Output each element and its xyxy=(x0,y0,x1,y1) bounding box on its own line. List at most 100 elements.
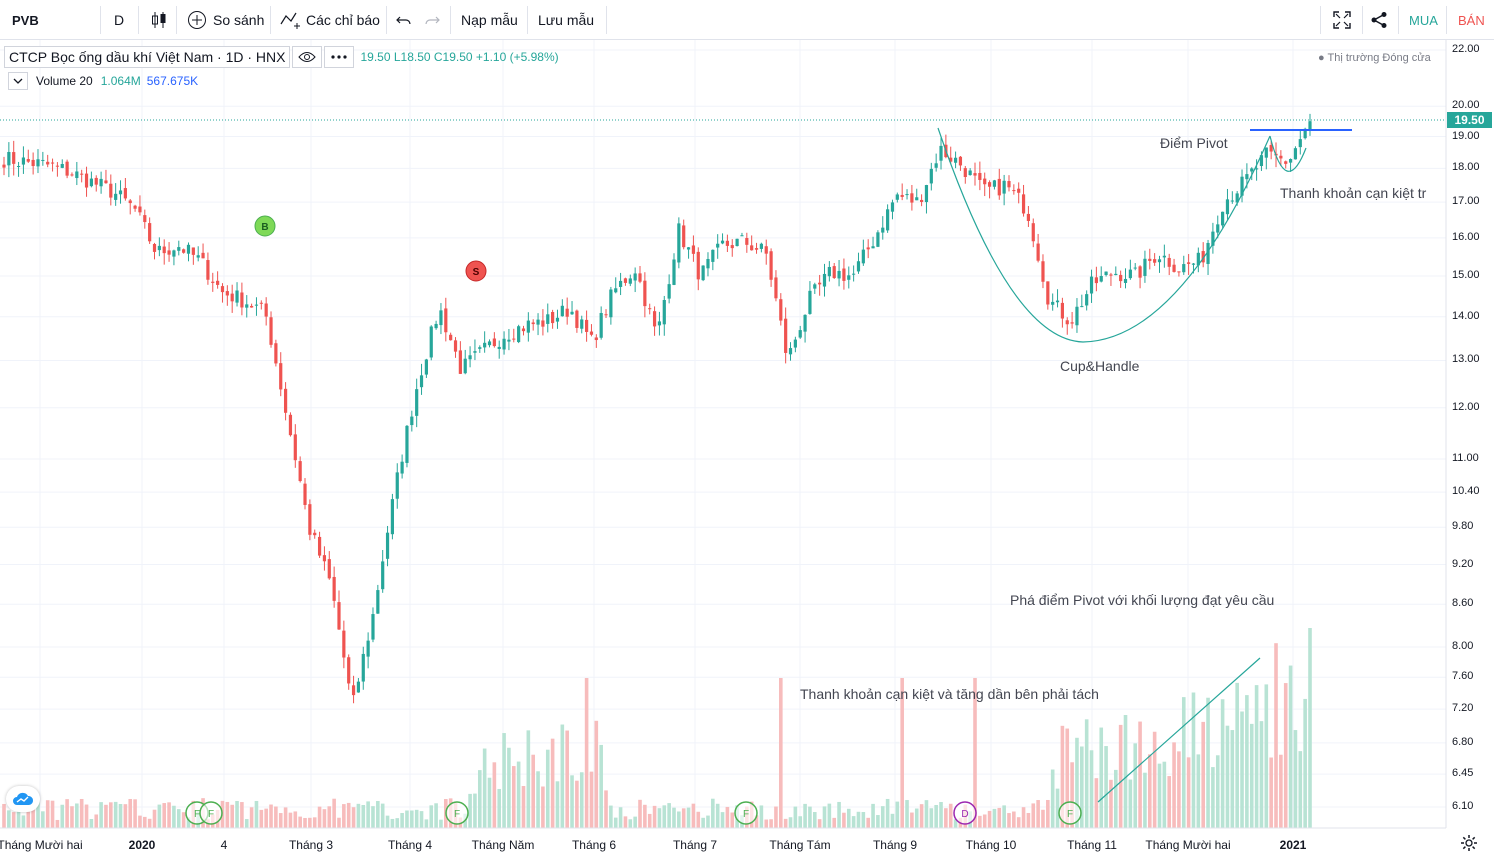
compare-button[interactable]: So sánh xyxy=(187,0,264,40)
volume-bar xyxy=(900,678,904,828)
candle-body xyxy=(983,178,987,185)
event-marker[interactable]: F xyxy=(445,801,469,825)
event-marker[interactable]: F xyxy=(734,801,758,825)
indicators-button[interactable]: Các chỉ báo xyxy=(280,0,380,40)
annotation-cup-handle[interactable]: Cup&Handle xyxy=(1060,358,1140,374)
price-tick-label: 6.80 xyxy=(1452,735,1474,748)
candle-body xyxy=(1235,193,1239,203)
event-marker[interactable]: F xyxy=(199,801,223,825)
volume-bar xyxy=(342,804,346,828)
legend-title-text: CTCP Bọc ống dầu khí Việt Nam · 1D · HNX xyxy=(9,49,286,65)
volume-bar xyxy=(1080,746,1084,828)
candle-body xyxy=(1051,301,1055,305)
undo-button[interactable] xyxy=(396,0,412,40)
chart-settings-button[interactable] xyxy=(1460,834,1478,856)
candle-body xyxy=(313,532,317,536)
candle-body xyxy=(201,252,205,259)
visibility-button[interactable] xyxy=(292,46,323,68)
candle-body xyxy=(80,173,84,175)
volume-trend-line-drawing[interactable] xyxy=(1097,657,1261,803)
candle-body xyxy=(997,178,1001,196)
volume-bar xyxy=(376,801,380,828)
volume-bar xyxy=(1308,628,1312,828)
time-tick-label: Tháng 3 xyxy=(288,838,334,852)
candle-body xyxy=(691,245,696,254)
candle-body xyxy=(784,318,788,353)
event-marker-label: F xyxy=(1067,809,1073,820)
volume-bar xyxy=(230,804,234,828)
candle-body xyxy=(75,171,79,179)
candle-body xyxy=(614,288,618,293)
candle-body xyxy=(21,157,26,165)
chart-type-button[interactable] xyxy=(150,0,168,40)
event-marker-label: F xyxy=(454,809,460,820)
candle-body xyxy=(900,194,904,197)
symbol-search[interactable]: PVB xyxy=(12,0,39,40)
event-marker-label: F xyxy=(194,809,200,820)
buy-button[interactable]: MUA xyxy=(1409,0,1438,40)
price-tick-label: 10.40 xyxy=(1452,485,1480,498)
candle-body xyxy=(987,182,992,187)
sell-marker[interactable]: S xyxy=(465,260,487,282)
volume-bar xyxy=(516,761,521,828)
candle-body xyxy=(1153,259,1157,263)
volume-bar xyxy=(94,814,99,828)
candle-body xyxy=(793,339,797,348)
share-button[interactable] xyxy=(1370,0,1388,40)
volume-bar xyxy=(507,747,511,828)
candle-body xyxy=(453,340,458,352)
candle-body xyxy=(740,235,744,237)
interval-button[interactable]: D xyxy=(114,0,124,40)
toolbar-divider xyxy=(1362,6,1363,34)
volume-bar xyxy=(351,807,356,828)
annotation-pivot[interactable]: Điểm Pivot xyxy=(1160,135,1228,151)
market-status: ● Thị trường Đóng cửa xyxy=(1318,52,1431,64)
candle-body xyxy=(1046,281,1050,305)
toolbar-divider xyxy=(450,6,451,34)
cup-curve-drawing[interactable] xyxy=(937,127,1271,343)
sell-button[interactable]: BÁN xyxy=(1458,0,1485,40)
volume-bar xyxy=(65,799,69,828)
fullscreen-button[interactable] xyxy=(1333,0,1351,40)
indicators-icon xyxy=(280,12,300,29)
save-template-button[interactable]: Lưu mẫu xyxy=(538,0,594,40)
load-template-button[interactable]: Nạp mẫu xyxy=(461,0,518,40)
candle-body xyxy=(798,330,802,338)
tradingview-logo[interactable] xyxy=(6,786,40,812)
volume-bar xyxy=(604,790,608,828)
candle-body xyxy=(143,215,147,223)
candle-body xyxy=(70,174,74,176)
candle-body xyxy=(604,314,608,316)
candle-body xyxy=(50,162,55,164)
annotation-breakout[interactable]: Phá điểm Pivot với khối lượng đạt yêu cầ… xyxy=(1010,592,1275,608)
volume-bar xyxy=(701,817,705,828)
volume-bar xyxy=(987,810,992,828)
event-marker[interactable]: F xyxy=(1058,801,1082,825)
volume-legend: Volume 20 1.064M 567.675K xyxy=(8,72,198,90)
volume-bar xyxy=(982,814,987,828)
annotation-volume-note[interactable]: Thanh khoản cạn kiệt và tăng dần bên phả… xyxy=(800,686,1099,702)
volume-bar xyxy=(1196,754,1201,828)
more-button[interactable] xyxy=(324,46,355,68)
redo-button[interactable] xyxy=(424,0,440,40)
candle-body xyxy=(322,555,327,562)
volume-bar xyxy=(482,748,487,828)
volume-bar xyxy=(274,806,278,828)
annotation-dry-up[interactable]: Thanh khoản cạn kiệt tr xyxy=(1280,185,1427,201)
volume-bar xyxy=(157,804,162,828)
candle-body xyxy=(1085,294,1089,306)
candle-body xyxy=(439,310,443,326)
volume-bar xyxy=(657,808,662,828)
toolbar-divider xyxy=(1398,6,1399,34)
volume-bar xyxy=(55,819,60,828)
event-marker[interactable]: D xyxy=(953,801,977,825)
candle-body xyxy=(1196,252,1200,266)
symbol-legend-title[interactable]: CTCP Bọc ống dầu khí Việt Nam · 1D · HNX xyxy=(4,46,291,68)
buy-marker[interactable]: B xyxy=(254,215,276,237)
handle-curve-drawing[interactable] xyxy=(1269,135,1307,172)
volume-bar xyxy=(711,798,715,828)
volume-bar xyxy=(264,808,268,828)
candle-body xyxy=(750,245,754,251)
collapse-legend-button[interactable] xyxy=(8,72,28,90)
